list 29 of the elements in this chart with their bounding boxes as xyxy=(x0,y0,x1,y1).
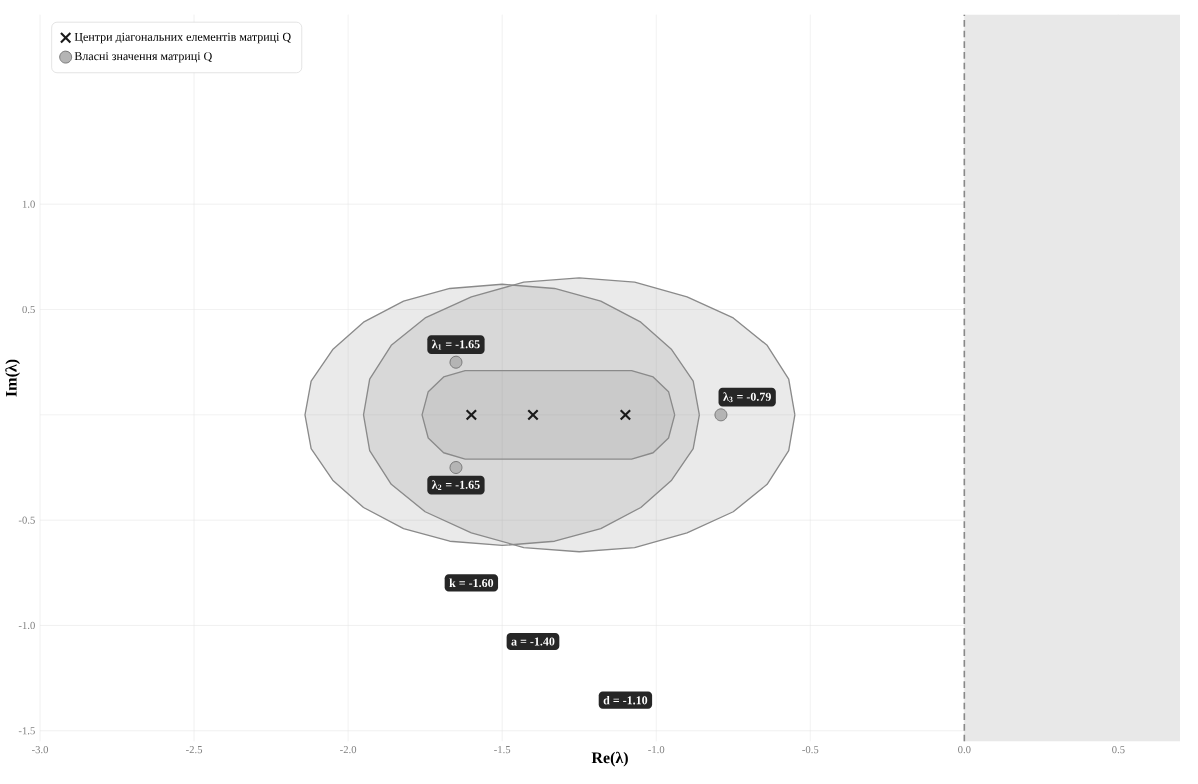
annotation: a = -1.40 xyxy=(511,637,555,646)
point xyxy=(449,461,463,474)
x-tick-label: -3.0 xyxy=(31,746,49,754)
data-label: λ$_{2}$ = -1.65 xyxy=(431,480,480,490)
y-tick-label: 0.5 xyxy=(22,305,35,314)
x-tick-label: 0.0 xyxy=(958,746,971,754)
point xyxy=(465,409,478,421)
legend-label: Центри діагональних елементів матриці Q xyxy=(74,32,291,44)
data-label: λ$_{1}$ = -1.65 xyxy=(431,339,480,350)
x-tick-label: -1.0 xyxy=(648,746,665,754)
y-axis-title: Im(λ) xyxy=(5,359,20,397)
x-axis-title: Re(λ) xyxy=(591,751,628,767)
point xyxy=(619,409,632,421)
y-tick-label: -0.5 xyxy=(18,516,35,524)
x-tick-label: -2.0 xyxy=(340,746,357,754)
y-tick-label: -1.0 xyxy=(18,621,35,630)
x-tick-label: 0.5 xyxy=(1112,746,1125,754)
legend-label: Власні значення матриці Q xyxy=(74,52,213,63)
annotation: d = -1.10 xyxy=(603,695,648,705)
annotation: k = -1.60 xyxy=(449,578,494,588)
point xyxy=(714,408,728,422)
x-tick-label: -2.5 xyxy=(186,746,203,754)
data-label: λ$_{3}$ = -0.79 xyxy=(723,392,771,403)
y-tick-label: -1.5 xyxy=(18,727,35,735)
x-tick-label: -0.5 xyxy=(802,746,819,754)
point xyxy=(449,355,463,369)
y-tick-label: 1.0 xyxy=(22,200,35,208)
point xyxy=(527,409,539,421)
x-tick-label: -1.5 xyxy=(494,746,511,754)
